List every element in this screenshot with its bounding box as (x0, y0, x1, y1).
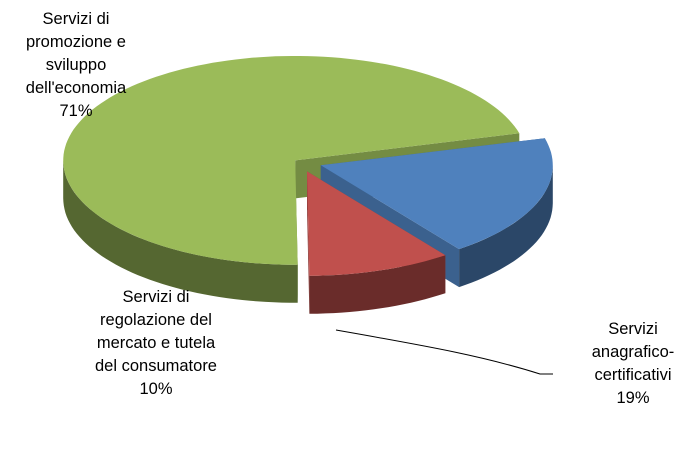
leader-line (335, 329, 553, 375)
category-label: Servizi di regolazione del mercato e tut… (95, 288, 217, 375)
slice-label: Servizi di regolazione del mercato e tut… (66, 286, 246, 401)
slice-side (307, 171, 310, 314)
value-label: 71% (59, 102, 93, 120)
value-label: 19% (616, 389, 650, 407)
slice-label: Servizi anagrafico-certificativi 19% (578, 318, 688, 410)
slice-label: Servizi di promozione e sviluppo dell'ec… (18, 8, 134, 123)
slice-side (309, 255, 446, 314)
slice-side (63, 160, 298, 303)
category-label: Servizi di promozione e sviluppo dell'ec… (25, 10, 127, 97)
slice-side (459, 165, 553, 288)
slice (320, 138, 553, 250)
category-label: Servizi anagrafico-certificativi (591, 320, 675, 384)
value-label: 10% (139, 380, 173, 398)
slice (63, 56, 520, 265)
slice (307, 171, 446, 276)
